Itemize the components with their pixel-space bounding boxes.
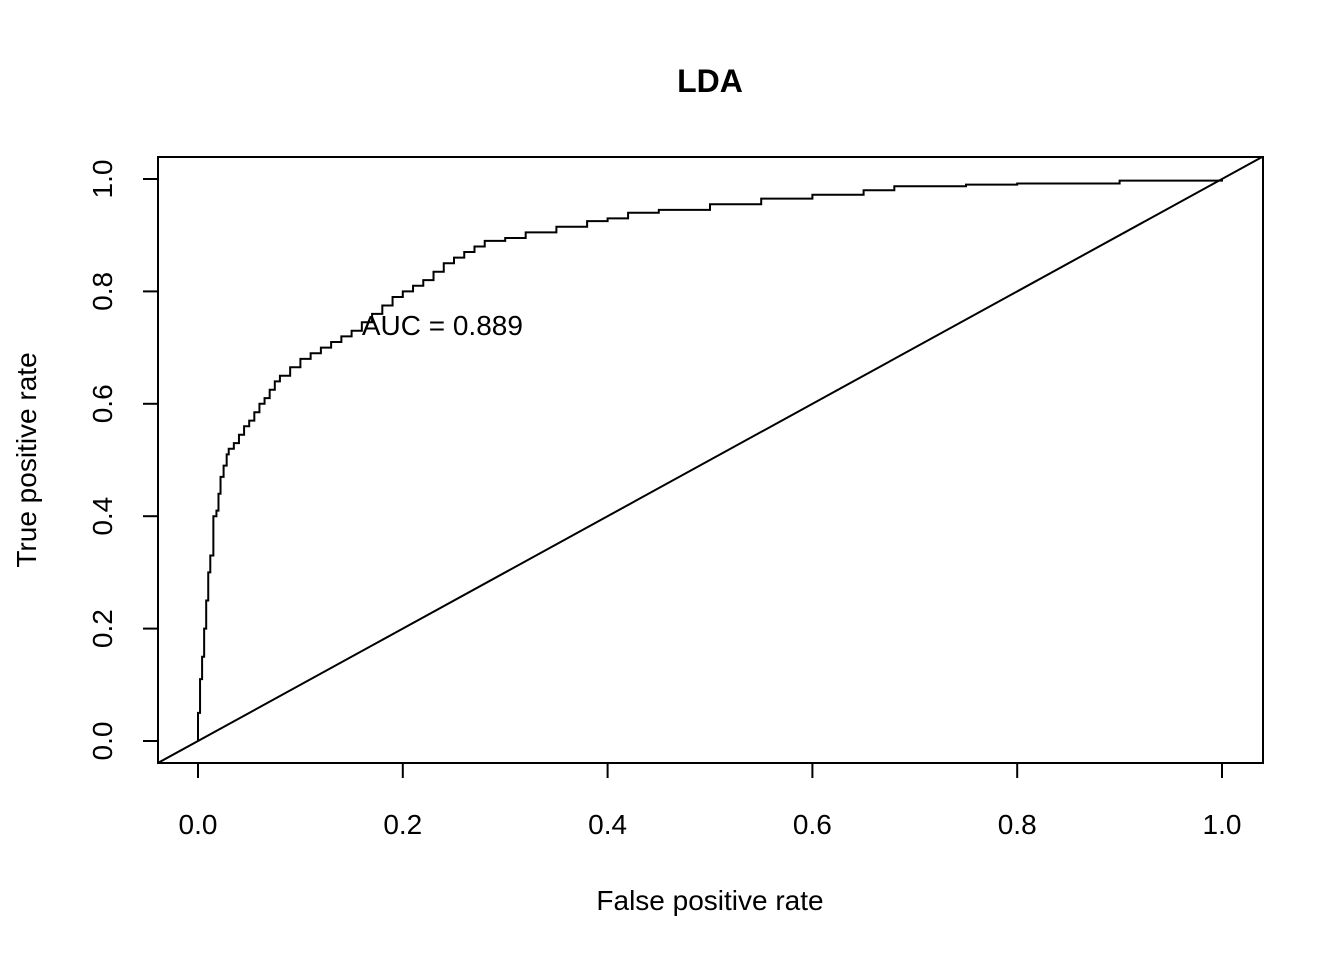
x-tick-label: 0.8 — [998, 809, 1037, 840]
x-tick-label: 0.4 — [588, 809, 627, 840]
y-tick-label: 0.6 — [87, 384, 118, 423]
x-tick-label: 0.6 — [793, 809, 832, 840]
x-axis: 0.0 0.2 0.4 0.6 0.8 1.0 — [179, 763, 1242, 840]
y-axis: 0.0 0.2 0.4 0.6 0.8 1.0 — [87, 160, 158, 761]
x-tick-label: 0.2 — [383, 809, 422, 840]
y-axis-label: True positive rate — [11, 352, 42, 567]
roc-curve-line — [197, 179, 1223, 741]
y-tick-label: 0.8 — [87, 272, 118, 311]
diagonal-reference-line — [158, 157, 1263, 763]
y-tick-label: 0.4 — [87, 497, 118, 536]
auc-annotation: AUC = 0.889 — [362, 310, 523, 341]
x-axis-label: False positive rate — [596, 885, 823, 916]
y-tick-label: 0.2 — [87, 609, 118, 648]
chart-title: LDA — [677, 63, 743, 99]
plot-frame — [157, 156, 1264, 764]
y-tick-label: 1.0 — [87, 160, 118, 199]
y-tick-label: 0.0 — [87, 722, 118, 761]
x-tick-label: 0.0 — [179, 809, 218, 840]
x-tick-label: 1.0 — [1203, 809, 1242, 840]
